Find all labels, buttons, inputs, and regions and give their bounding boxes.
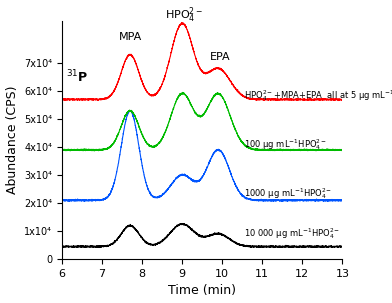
Text: 10 000 μg mL$^{-1}$HPO$_4^{2-}$: 10 000 μg mL$^{-1}$HPO$_4^{2-}$ (244, 227, 341, 241)
Text: 100 μg mL$^{-1}$HPO$_4^{2-}$: 100 μg mL$^{-1}$HPO$_4^{2-}$ (244, 137, 327, 152)
Text: HPO$_4^{2-}$+MPA+EPA  all at 5 μg mL$^{-1}$: HPO$_4^{2-}$+MPA+EPA all at 5 μg mL$^{-1… (244, 88, 392, 103)
Text: HPO$_4^{2-}$: HPO$_4^{2-}$ (165, 6, 203, 25)
Y-axis label: Abundance (CPS): Abundance (CPS) (5, 86, 18, 194)
Text: $^{31}$P: $^{31}$P (66, 69, 88, 85)
X-axis label: Time (min): Time (min) (168, 285, 236, 298)
Text: 1000 μg mL$^{-1}$HPO$_4^{2-}$: 1000 μg mL$^{-1}$HPO$_4^{2-}$ (244, 186, 332, 201)
Text: MPA: MPA (118, 32, 142, 42)
Text: EPA: EPA (210, 52, 230, 62)
